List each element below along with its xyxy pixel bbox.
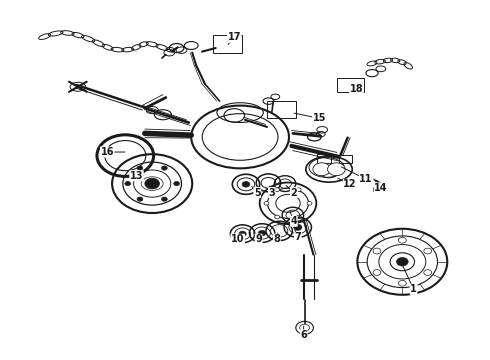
Bar xyxy=(213,36,242,53)
Circle shape xyxy=(161,197,167,201)
Circle shape xyxy=(125,181,131,186)
Text: 16: 16 xyxy=(100,147,114,157)
Text: 8: 8 xyxy=(273,234,280,244)
Circle shape xyxy=(296,215,301,219)
Text: 18: 18 xyxy=(349,84,363,94)
Circle shape xyxy=(424,248,432,254)
Text: 4: 4 xyxy=(291,216,297,226)
Text: 3: 3 xyxy=(269,188,275,198)
Circle shape xyxy=(373,270,381,275)
Circle shape xyxy=(396,257,408,266)
Text: 15: 15 xyxy=(313,113,326,123)
Text: 9: 9 xyxy=(255,234,262,244)
Circle shape xyxy=(239,231,246,237)
Circle shape xyxy=(313,163,331,176)
Circle shape xyxy=(242,181,250,187)
Circle shape xyxy=(328,163,345,176)
Text: 10: 10 xyxy=(231,234,245,244)
Text: 17: 17 xyxy=(227,32,241,42)
Bar xyxy=(318,154,331,163)
Text: 7: 7 xyxy=(294,232,301,242)
Bar xyxy=(337,78,364,92)
Text: 13: 13 xyxy=(130,171,143,181)
Text: 1: 1 xyxy=(410,284,417,294)
Circle shape xyxy=(275,188,280,192)
Circle shape xyxy=(307,202,312,205)
Circle shape xyxy=(294,224,302,230)
Circle shape xyxy=(424,270,432,275)
Circle shape xyxy=(173,181,179,186)
Circle shape xyxy=(137,197,143,201)
Text: 14: 14 xyxy=(374,183,388,193)
Circle shape xyxy=(137,166,143,170)
Circle shape xyxy=(161,166,167,170)
Text: 5: 5 xyxy=(254,188,261,198)
Circle shape xyxy=(258,230,266,236)
Circle shape xyxy=(296,188,301,192)
Circle shape xyxy=(398,280,406,286)
Circle shape xyxy=(145,178,159,189)
Circle shape xyxy=(373,248,381,254)
Text: 11: 11 xyxy=(360,174,373,184)
Circle shape xyxy=(300,324,310,331)
Circle shape xyxy=(264,202,269,205)
Text: 2: 2 xyxy=(291,188,297,198)
Circle shape xyxy=(398,237,406,243)
Bar xyxy=(267,101,296,118)
Text: 12: 12 xyxy=(343,179,357,189)
Text: 6: 6 xyxy=(300,330,307,340)
Bar xyxy=(339,155,352,163)
Circle shape xyxy=(275,215,280,219)
